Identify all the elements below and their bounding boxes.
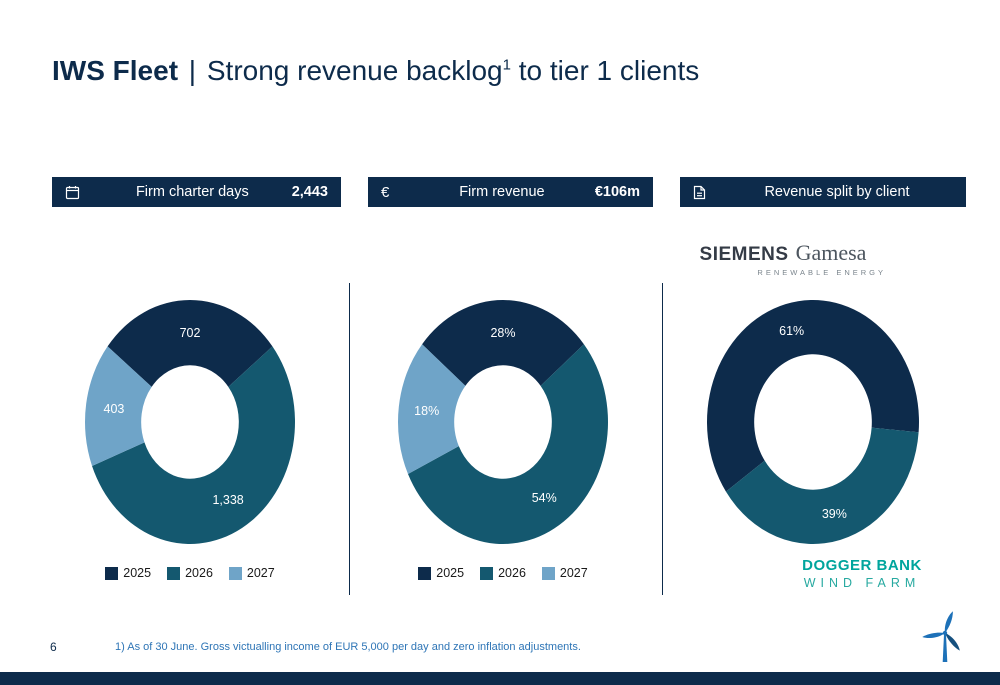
iws-wind-turbine-logo — [922, 608, 968, 669]
legend-item-2025: 2025 — [105, 566, 151, 580]
dogger-bank-line1: DOGGER BANK — [802, 557, 922, 574]
legend-label: 2025 — [123, 566, 152, 580]
title-text: Strong revenue backlog — [206, 55, 503, 86]
panel-title: Firm charter days — [135, 184, 249, 200]
siemens-gamesa-wordmark: SIEMENS Gamesa — [676, 240, 890, 266]
panel-title: Firm revenue — [459, 184, 545, 200]
document-icon — [693, 185, 721, 200]
siemens-wordmark: SIEMENS — [699, 244, 789, 265]
legend-label: 2025 — [436, 566, 465, 580]
donut-label-2026: 1,338 — [212, 493, 243, 507]
legend-swatch — [480, 566, 494, 580]
page-number: 6 — [50, 640, 57, 654]
donut-segment-2026 — [407, 344, 608, 545]
calendar-icon — [65, 185, 93, 200]
donut-label-2027: 18% — [414, 404, 439, 418]
legend-item-2026: 2026 — [480, 566, 526, 580]
donut-label-dogger-bank-wind-farm: 39% — [822, 507, 847, 521]
panel-header-firm-revenue: € Firm revenue €106m — [368, 177, 653, 207]
legend-label: 2026 — [185, 566, 213, 580]
donut-segment-2026 — [92, 346, 296, 544]
dogger-bank-logo: DOGGER BANK WIND FARM — [778, 557, 946, 590]
donut-segment-2025 — [422, 300, 584, 386]
panel-title: Revenue split by client — [764, 184, 910, 200]
legend-swatch — [228, 566, 242, 580]
donut-chart-firm-charter-days: 702 1,338 403 — [85, 299, 296, 544]
euro-icon: € — [381, 183, 390, 201]
legend-firm-revenue: 2025 2026 2027 — [388, 566, 618, 580]
legend-swatch — [541, 566, 555, 580]
donut-label-2025: 28% — [490, 326, 515, 340]
legend-label: 2026 — [498, 566, 526, 580]
page-title: IWS Fleet | Strong revenue backlog1 to t… — [52, 55, 699, 87]
legend-label: 2027 — [559, 566, 588, 580]
column-divider-1 — [349, 283, 350, 595]
donut-segment-siemens-gamesa — [707, 300, 919, 492]
gamesa-wordmark: Gamesa — [795, 240, 867, 265]
donut-label-2027: 403 — [104, 402, 125, 416]
legend-swatch — [167, 566, 181, 580]
donut-segment-2025 — [107, 299, 273, 387]
bottom-accent-bar — [0, 672, 1000, 685]
donut-label-2025: 702 — [180, 326, 201, 340]
legend-item-2025: 2025 — [418, 566, 464, 580]
donut-chart-revenue-split-by-client: 61% 39% — [707, 300, 919, 544]
footnote-text: 1) As of 30 June. Gross victualling inco… — [115, 641, 581, 653]
panel-header-firm-charter-days: Firm charter days 2,443 — [52, 177, 341, 207]
donut-label-siemens-gamesa: 61% — [779, 324, 804, 338]
donut-label-2026: 54% — [532, 491, 557, 505]
legend-swatch — [418, 566, 432, 580]
renewable-energy-subline: RENEWABLE ENERGY — [757, 268, 886, 277]
title-text-tail: to tier 1 clients — [518, 55, 700, 86]
donut-segment-2027 — [398, 344, 466, 474]
legend-item-2027: 2027 — [541, 566, 588, 580]
legend-label: 2027 — [246, 566, 275, 580]
legend-swatch — [105, 566, 119, 580]
column-divider-2 — [662, 283, 663, 595]
donut-chart-firm-revenue: 28% 54% 18% — [398, 300, 608, 545]
siemens-gamesa-logo: SIEMENS Gamesa RENEWABLE ENERGY — [676, 240, 890, 277]
legend-item-2027: 2027 — [228, 566, 275, 580]
panel-value: 2,443 — [291, 184, 328, 200]
donut-segment-2027 — [85, 346, 152, 466]
title-footnote-ref: 1 — [502, 56, 511, 74]
panel-header-revenue-split: Revenue split by client — [680, 177, 966, 207]
title-separator: | — [188, 55, 197, 86]
dogger-bank-line2: WIND FARM — [803, 576, 921, 590]
donut-segment-dogger-bank-wind-farm — [725, 427, 919, 544]
legend-firm-charter-days: 2025 2026 2027 — [75, 566, 305, 580]
title-brand: IWS Fleet — [52, 55, 179, 86]
panel-value: €106m — [594, 184, 640, 200]
legend-item-2026: 2026 — [167, 566, 213, 580]
